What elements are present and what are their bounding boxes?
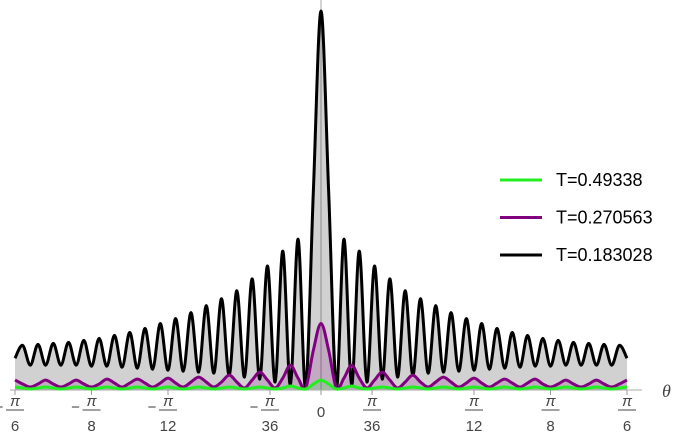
line	[14, 378, 628, 391]
x-tick-label: −π/6	[0, 393, 21, 435]
line	[13, 9, 629, 390]
x-tick-label: 0	[317, 404, 325, 421]
x-tick-label: π/8	[545, 393, 556, 435]
x-tick-label: π/6	[622, 393, 633, 435]
x-tick-label: −π/8	[71, 393, 97, 435]
legend-label: T=0.183028	[556, 245, 653, 265]
x-axis-label: θ	[662, 381, 671, 401]
line	[14, 322, 628, 391]
x-tick-label: π/12	[466, 393, 483, 435]
x-tick-label: −π/12	[148, 393, 177, 435]
legend-label: T=0.49338	[556, 170, 643, 190]
x-tick-label: −π/36	[250, 393, 279, 435]
x-tick-label: π/36	[364, 393, 381, 435]
area-fill	[15, 10, 627, 390]
area-fill	[15, 323, 627, 390]
legend-label: T=0.270563	[556, 208, 653, 228]
